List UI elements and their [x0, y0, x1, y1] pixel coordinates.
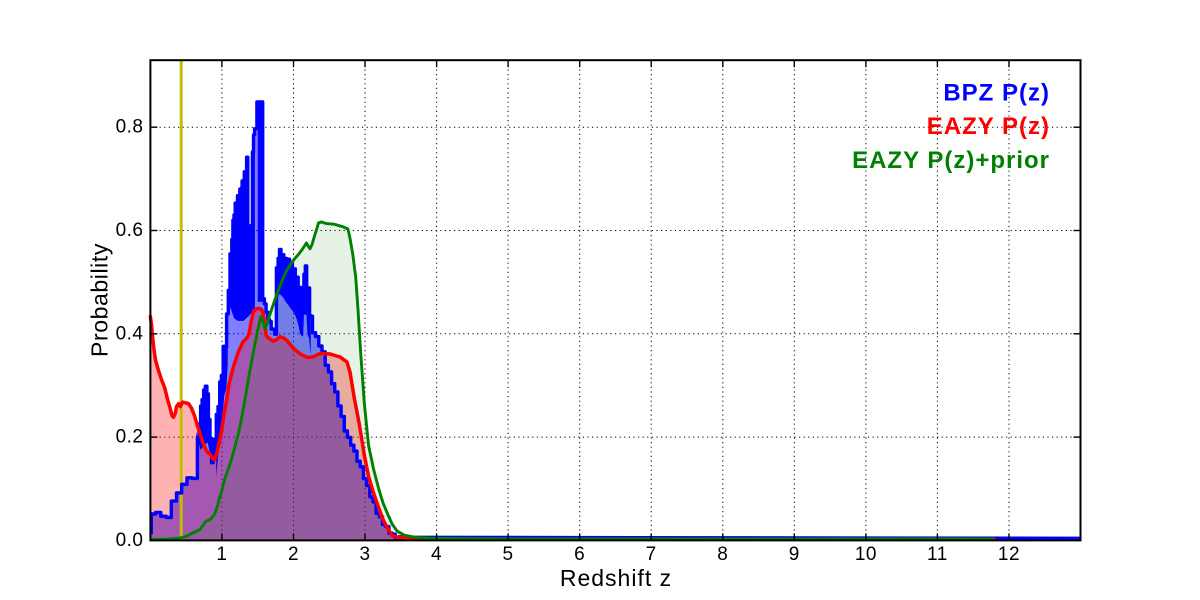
svg-text:BPZ P(z): BPZ P(z): [943, 80, 1050, 107]
svg-text:3: 3: [359, 544, 370, 565]
svg-text:0.0: 0.0: [116, 530, 144, 551]
svg-text:6: 6: [574, 544, 585, 565]
svg-text:EAZY P(z)+prior: EAZY P(z)+prior: [852, 147, 1050, 174]
svg-text:2: 2: [288, 544, 299, 565]
svg-text:12: 12: [998, 544, 1020, 565]
svg-text:11: 11: [927, 544, 948, 565]
svg-text:Probability: Probability: [87, 243, 113, 357]
svg-text:10: 10: [855, 544, 877, 565]
svg-text:4: 4: [431, 544, 442, 565]
svg-text:0.8: 0.8: [116, 117, 144, 138]
svg-text:0.6: 0.6: [116, 220, 144, 241]
svg-text:Redshift z: Redshift z: [560, 565, 672, 591]
svg-text:8: 8: [717, 544, 728, 565]
svg-text:0.4: 0.4: [116, 323, 144, 344]
svg-text:EAZY P(z): EAZY P(z): [927, 113, 1050, 140]
svg-text:7: 7: [646, 544, 657, 565]
svg-text:5: 5: [503, 544, 514, 565]
svg-text:9: 9: [789, 544, 800, 565]
svg-text:1: 1: [216, 544, 227, 565]
svg-text:0.2: 0.2: [116, 427, 144, 448]
